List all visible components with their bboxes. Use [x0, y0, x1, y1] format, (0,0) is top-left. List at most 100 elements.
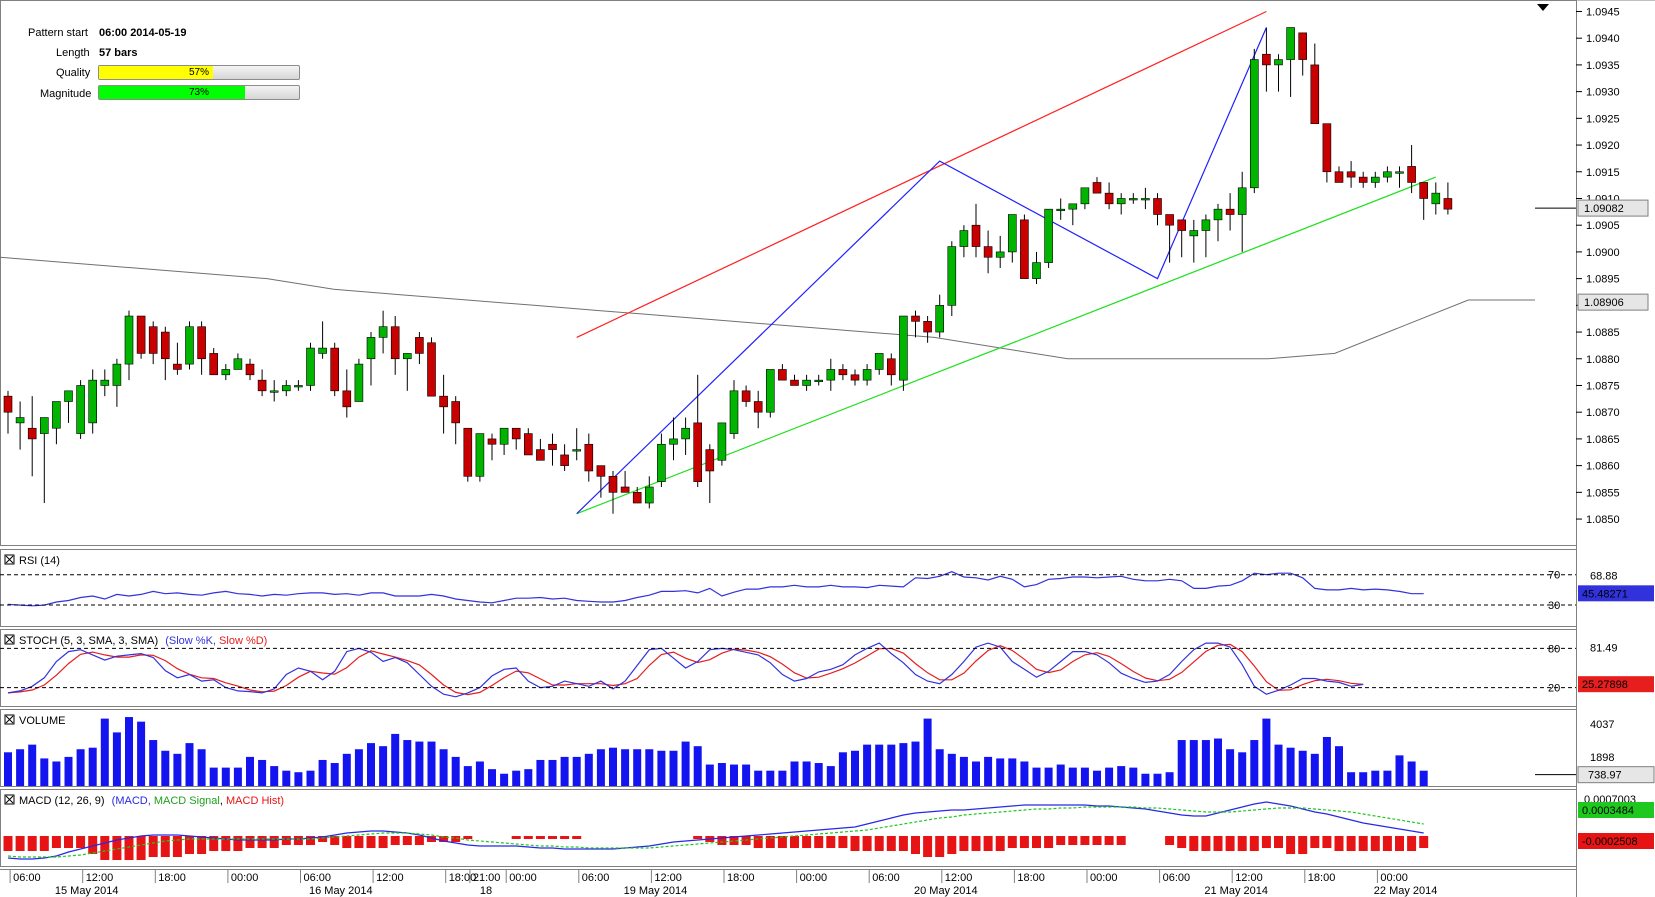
candle-body — [717, 422, 727, 461]
stoch-k-label: (Slow %K — [165, 635, 213, 647]
candle — [402, 353, 412, 391]
volume-bar — [1371, 770, 1380, 786]
candle-body — [439, 395, 448, 408]
price-tick-label: 1.0885 — [1586, 327, 1620, 339]
volume-bar — [996, 758, 1005, 786]
macd-hist-bar — [342, 836, 352, 848]
candle — [729, 380, 739, 439]
candle — [269, 380, 279, 402]
candle — [221, 364, 231, 381]
candle — [1068, 203, 1078, 226]
candle — [161, 326, 170, 381]
candle-body — [584, 443, 594, 472]
candle-body — [1104, 192, 1114, 205]
volume-bar — [572, 756, 581, 786]
candle — [124, 310, 134, 381]
macd-hist-bar — [1104, 836, 1114, 845]
volume-bar — [1165, 772, 1174, 786]
candle — [342, 369, 352, 418]
candle-body — [1334, 171, 1344, 183]
time-label: 12:00 — [945, 872, 973, 884]
candle — [1020, 214, 1029, 279]
candle-body — [475, 433, 485, 477]
candle — [100, 369, 110, 397]
volume-bar — [415, 741, 424, 786]
macd-hist-bar — [729, 836, 739, 845]
volume-label: VOLUME — [19, 715, 65, 727]
macd-hist-bar — [136, 836, 146, 860]
candle-body — [1080, 187, 1090, 205]
time-label: 06:00 — [304, 872, 332, 884]
macd-hist-bar — [535, 836, 545, 839]
candle-body — [729, 390, 739, 434]
candle — [536, 438, 545, 461]
candle — [1443, 182, 1453, 215]
volume-bar — [1238, 752, 1247, 786]
macd-hist-bar — [911, 836, 920, 854]
candle — [1116, 193, 1126, 215]
macd-current-box — [1578, 802, 1654, 818]
stoch-title: STOCH (5, 3, SMA, 3, SMA) (Slow %K, Slow… — [4, 634, 267, 647]
candle-body — [1153, 198, 1162, 215]
candle — [1274, 54, 1283, 92]
candle-body — [1310, 64, 1320, 124]
macd-hist-bar — [1286, 836, 1296, 854]
macd-hist-bar — [959, 836, 969, 851]
macd-hist-bar — [1395, 836, 1404, 851]
candle — [88, 369, 97, 434]
volume-bar — [52, 761, 61, 786]
candle-body — [378, 326, 388, 338]
volume-bar — [342, 753, 351, 786]
candle-body — [306, 347, 315, 386]
macd-hist-bar — [1189, 836, 1199, 851]
macd-hist-bar — [923, 836, 933, 857]
macd-hist-bar — [414, 836, 424, 845]
volume-bar — [173, 753, 182, 786]
candle — [76, 380, 85, 439]
candle — [1129, 193, 1138, 204]
candle-body — [995, 251, 1005, 258]
time-axis: 06:00 12:00 18:00 00:00 06:00 12:00 18:0021:00… — [0, 869, 1576, 897]
volume-bar — [209, 767, 218, 786]
candle-body — [511, 427, 521, 440]
candle — [1262, 27, 1271, 92]
macd-hist-bar — [51, 836, 61, 848]
time-label: 21:00 — [473, 872, 501, 884]
macd-hist-bar — [1177, 836, 1187, 848]
candle-body — [1201, 219, 1211, 231]
volume-bar — [270, 766, 279, 786]
volume-bar — [863, 744, 872, 786]
candle-body — [39, 417, 49, 434]
volume-bar — [1044, 767, 1053, 786]
scroll-end-icon[interactable] — [1537, 4, 1549, 11]
candle-body — [427, 342, 436, 397]
macd-hist-bar — [1358, 836, 1368, 851]
candle-body — [923, 321, 932, 333]
volume-bar — [1008, 758, 1017, 786]
candle-body — [209, 353, 218, 376]
volume-bar — [609, 747, 617, 786]
volume-bar — [403, 740, 412, 786]
stoch-level-label: 80 — [1548, 643, 1560, 655]
pattern-start-label: Pattern start — [28, 27, 88, 39]
candle-body — [814, 379, 824, 382]
magnitude-label: Magnitude — [40, 88, 92, 100]
candle-body — [88, 379, 97, 424]
candle-body — [802, 379, 811, 386]
candle-body — [1056, 208, 1065, 211]
candle-body — [1165, 214, 1174, 226]
candle-body — [1358, 176, 1368, 183]
candle — [717, 422, 727, 466]
candle — [499, 427, 509, 455]
candle — [850, 369, 860, 386]
candle — [1298, 32, 1307, 76]
candle — [632, 486, 642, 504]
macd-hist-bar — [281, 836, 291, 845]
candle — [148, 321, 158, 365]
price-tick-label: 1.0925 — [1586, 113, 1620, 125]
date-label: 18 — [480, 885, 492, 897]
candle — [826, 358, 836, 391]
volume-bar — [512, 770, 521, 786]
candle — [584, 433, 594, 482]
macd-hist-bar — [354, 836, 364, 848]
